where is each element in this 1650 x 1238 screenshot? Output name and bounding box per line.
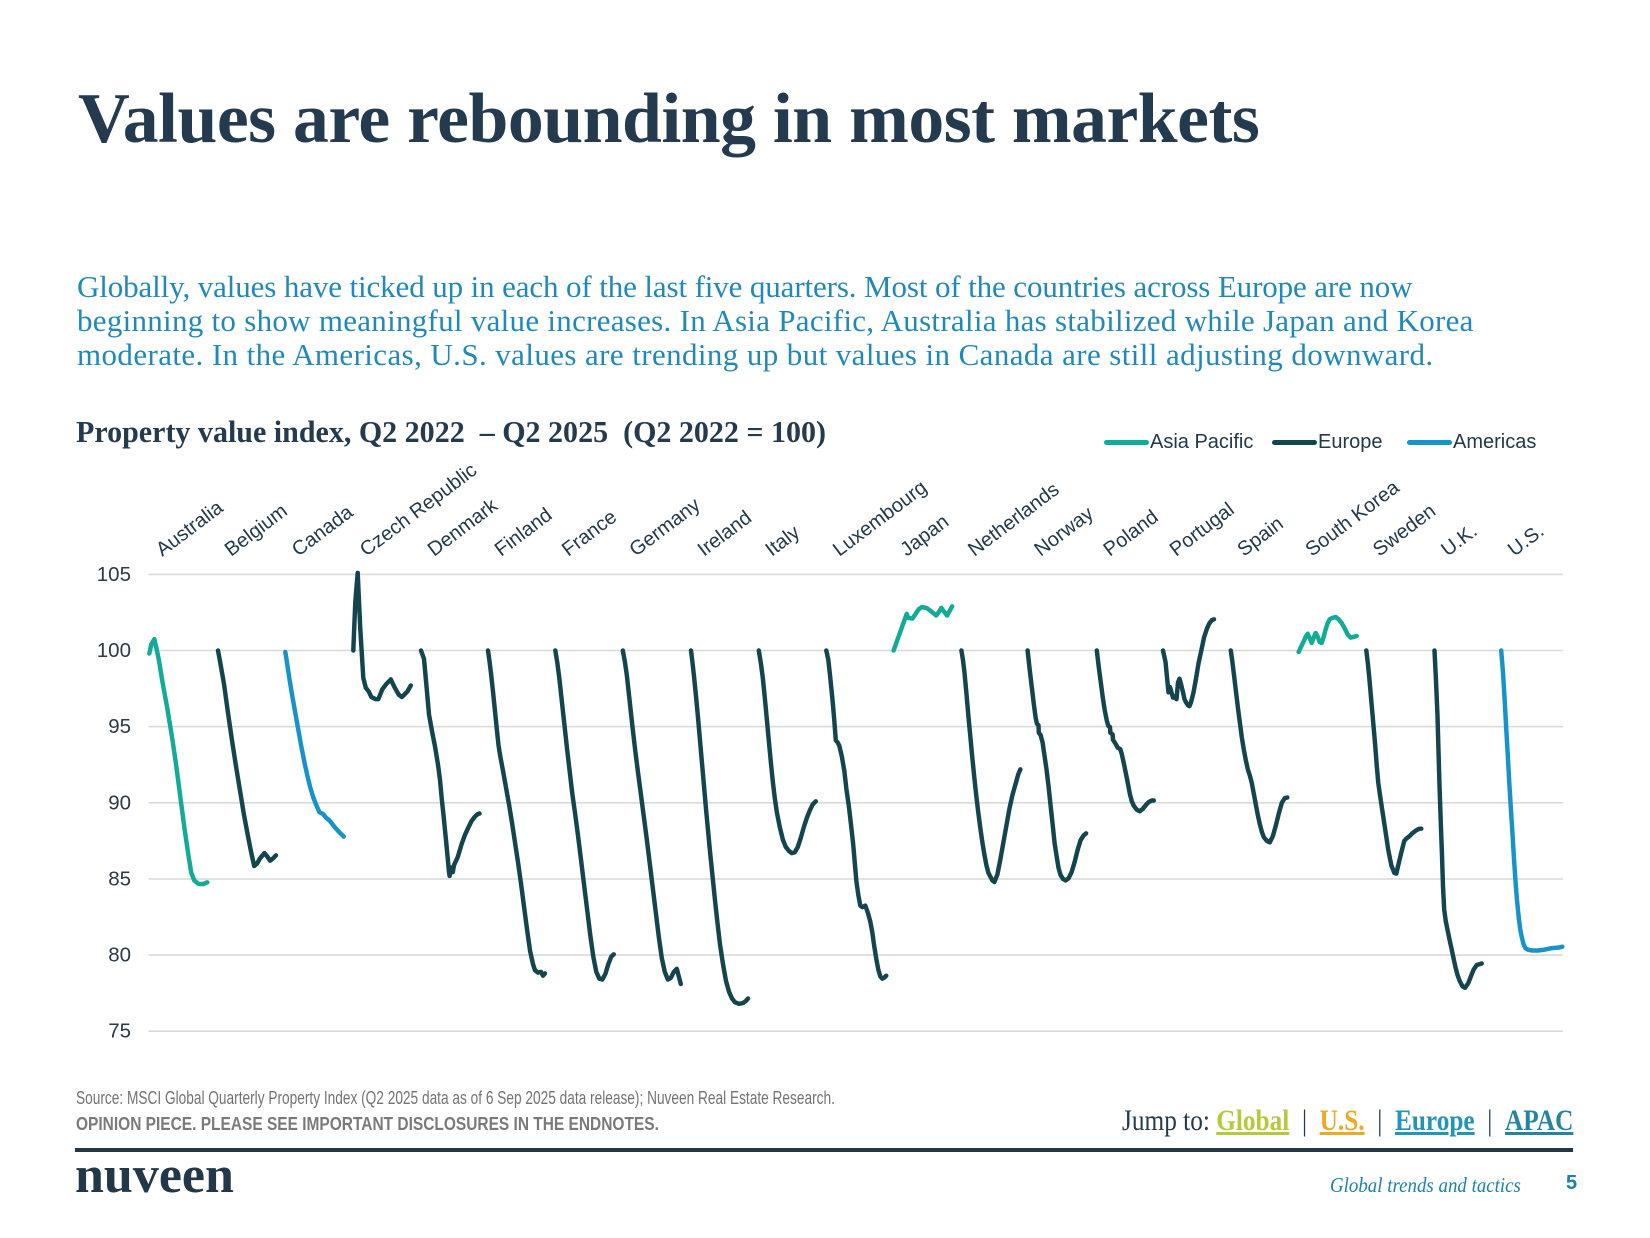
svg-text:100: 100 (97, 639, 131, 662)
svg-text:Czech Republic: Czech Republic (356, 459, 481, 561)
svg-text:90: 90 (108, 791, 131, 814)
svg-text:Belgium: Belgium (221, 500, 292, 561)
svg-text:80: 80 (108, 944, 131, 967)
svg-text:95: 95 (108, 715, 131, 738)
svg-text:Italy: Italy (762, 521, 805, 561)
svg-text:Canada: Canada (288, 501, 358, 561)
svg-text:Germany: Germany (626, 494, 705, 561)
svg-text:105: 105 (97, 563, 131, 586)
svg-text:75: 75 (108, 1020, 131, 1043)
svg-text:Japan: Japan (896, 511, 953, 561)
svg-text:France: France (558, 506, 621, 561)
svg-text:Poland: Poland (1100, 506, 1163, 561)
svg-text:Portugal: Portugal (1166, 499, 1239, 561)
svg-text:85: 85 (108, 868, 131, 891)
svg-text:Ireland: Ireland (694, 507, 756, 561)
svg-text:Spain: Spain (1234, 513, 1288, 561)
svg-text:U.K.: U.K. (1437, 520, 1481, 561)
svg-text:Australia: Australia (152, 496, 228, 561)
svg-text:U.S.: U.S. (1504, 520, 1548, 561)
